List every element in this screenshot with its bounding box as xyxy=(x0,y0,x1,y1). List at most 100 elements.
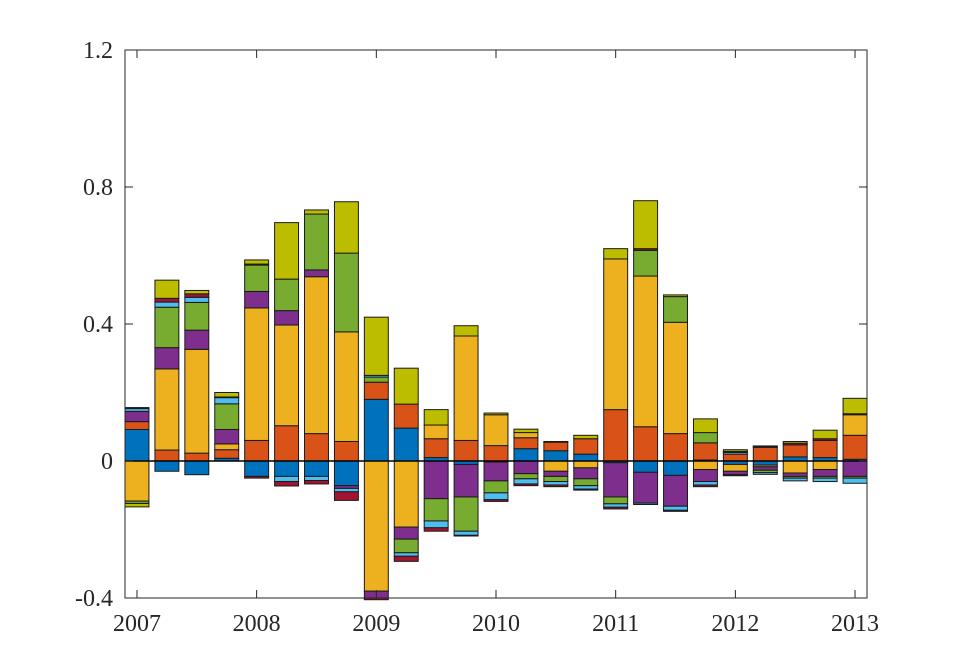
bar-22-segment-2 xyxy=(782,460,808,474)
bar-19-segment-3 xyxy=(692,469,718,483)
bar-2-segment-3 xyxy=(184,329,210,350)
bar-11-segment-3 xyxy=(453,463,479,498)
bar-8-segment-1 xyxy=(363,381,389,400)
bar-18-segment-5 xyxy=(663,505,688,511)
bar-0-segment-3 xyxy=(124,410,150,423)
bar-18-segment-6 xyxy=(663,509,688,512)
bar-22-segment-5 xyxy=(782,477,808,482)
bar-10-segment-4 xyxy=(423,498,449,522)
bar-13-segment-3 xyxy=(513,460,539,475)
bar-19-segment-5 xyxy=(692,481,718,486)
bar-10-segment-1 xyxy=(423,438,449,459)
bar-5-segment-0 xyxy=(274,460,300,477)
bar-23-segment-2 xyxy=(812,460,838,471)
x-tick-label: 2009 xyxy=(352,611,400,637)
bar-15-segment-1 xyxy=(573,438,599,455)
bar-15-segment-6 xyxy=(573,488,599,491)
bar-4-segment-0 xyxy=(244,460,270,477)
bar-19-segment-4 xyxy=(692,432,718,444)
bar-17-segment-4 xyxy=(633,249,659,277)
bar-11-segment-4 xyxy=(453,496,479,532)
bar-5-segment-5 xyxy=(274,475,300,483)
y-tick-label: 0.4 xyxy=(83,312,113,338)
bar-23-segment-3 xyxy=(812,469,838,477)
bar-14-segment-3 xyxy=(543,470,569,477)
bar-4-segment-7 xyxy=(244,259,270,265)
bar-12-segment-7 xyxy=(483,412,509,416)
bar-24-segment-7 xyxy=(842,397,868,415)
bar-6-segment-5 xyxy=(304,475,329,482)
bar-21-segment-1 xyxy=(752,446,778,462)
bar-17-segment-2 xyxy=(633,275,659,428)
bar-18-segment-7 xyxy=(663,294,688,298)
bar-3-segment-4 xyxy=(214,403,240,430)
bar-5-segment-1 xyxy=(274,425,300,462)
bar-1-segment-2 xyxy=(154,368,180,451)
bar-4-segment-3 xyxy=(244,290,270,309)
bar-18-segment-2 xyxy=(663,321,688,435)
bar-15-segment-3 xyxy=(573,467,599,480)
bar-6-segment-0 xyxy=(304,460,329,477)
bar-17-segment-3 xyxy=(633,471,659,504)
bar-18-segment-3 xyxy=(663,474,688,507)
bar-11-segment-7 xyxy=(453,325,479,337)
bar-16-segment-7 xyxy=(603,248,629,260)
bar-13-segment-7 xyxy=(513,428,539,434)
bar-16-segment-2 xyxy=(603,258,629,411)
bar-15-segment-0 xyxy=(573,453,599,462)
bar-17-segment-0 xyxy=(633,460,659,473)
bar-21-segment-7 xyxy=(752,445,778,448)
bar-16-segment-5 xyxy=(603,503,629,508)
bar-1-segment-7 xyxy=(154,279,180,299)
bar-22-segment-1 xyxy=(782,444,808,458)
x-tick-label: 2011 xyxy=(592,611,639,637)
bar-15-segment-5 xyxy=(573,485,599,490)
bars-layer xyxy=(124,200,868,601)
bar-9-segment-0 xyxy=(393,427,419,462)
bar-15-segment-4 xyxy=(573,478,599,487)
bar-7-segment-0 xyxy=(333,460,359,487)
bar-13-segment-0 xyxy=(513,448,539,462)
bar-6-segment-2 xyxy=(304,276,329,435)
bar-20-segment-2 xyxy=(722,463,748,472)
bar-19-segment-1 xyxy=(692,442,718,461)
bar-23-segment-1 xyxy=(812,439,838,459)
axes-layer: -0.400.40.81.2 2007 2008 2009 2010 2011 2012 2… xyxy=(75,38,879,637)
bar-11-segment-6 xyxy=(453,534,479,537)
bar-4-segment-4 xyxy=(244,264,270,292)
x-tick-label: 2007 xyxy=(113,611,161,637)
bar-8-segment-4 xyxy=(363,376,389,383)
bar-23-segment-5 xyxy=(812,477,838,483)
bar-2-segment-6 xyxy=(184,293,210,298)
bar-12-segment-5 xyxy=(483,492,509,501)
bar-0-segment-7 xyxy=(124,502,150,508)
bar-1-segment-3 xyxy=(154,347,180,370)
bar-18-segment-1 xyxy=(663,433,688,462)
bar-2-segment-2 xyxy=(184,348,210,454)
bar-13-segment-5 xyxy=(513,478,539,485)
bar-15-segment-7 xyxy=(573,434,599,440)
y-tick-label: 0 xyxy=(101,449,113,475)
bar-21-segment-5 xyxy=(752,472,778,475)
bar-2-segment-5 xyxy=(184,296,210,303)
bar-16-segment-1 xyxy=(603,409,629,462)
bar-18-segment-0 xyxy=(663,460,688,476)
bar-10-segment-3 xyxy=(423,460,449,500)
bar-16-segment-3 xyxy=(603,462,629,498)
y-tick-label: -0.4 xyxy=(75,586,113,612)
bar-7-segment-5 xyxy=(333,487,359,493)
bar-13-segment-6 xyxy=(513,483,539,487)
x-tick-label: 2013 xyxy=(831,611,879,637)
x-tick-label: 2010 xyxy=(472,611,520,637)
bar-6-segment-4 xyxy=(304,213,329,271)
bar-6-segment-3 xyxy=(304,269,329,278)
bar-14-segment-0 xyxy=(543,450,569,462)
bar-15-segment-2 xyxy=(573,460,599,469)
bar-8-segment-2 xyxy=(363,460,389,592)
bar-16-segment-4 xyxy=(603,496,629,505)
y-axis-ticks: -0.4 0 0.4 0.8 1.2 xyxy=(75,38,867,612)
bar-24-segment-5 xyxy=(842,477,868,484)
bar-12-segment-3 xyxy=(483,461,509,482)
bar-16-segment-6 xyxy=(603,506,629,510)
bar-5-segment-2 xyxy=(274,324,300,427)
